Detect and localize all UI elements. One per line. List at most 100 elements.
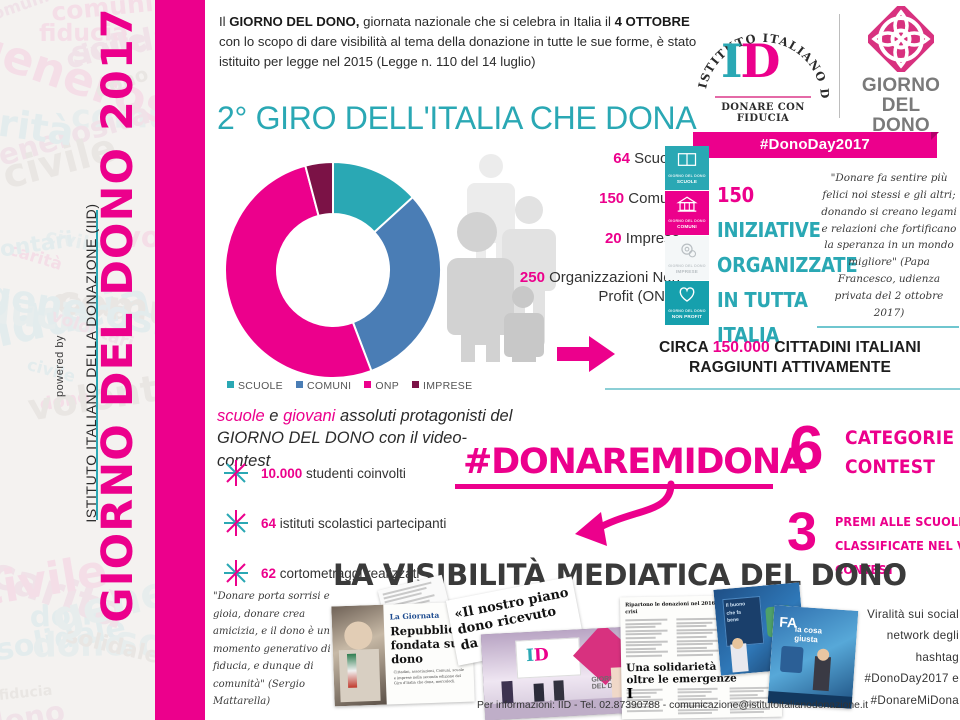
viral-social-text: Viralità sui social network degli hashta… xyxy=(864,608,959,707)
bullet-row-2: 62 cortometraggi realizzati xyxy=(221,555,521,591)
prizes-label-line1: PREMI ALLE SCUOLE PRIME xyxy=(835,514,960,529)
prizes-label: PREMI ALLE SCUOLE PRIME CLASSIFICATE NEL… xyxy=(835,510,960,582)
iid-arc-text-icon: ISTITUTO ITALIANO DONAZIONE xyxy=(693,8,831,100)
legend-label: SCUOLE xyxy=(238,380,283,392)
gdd-line1: GIORNO xyxy=(861,75,941,96)
lead-rest: assoluti protagonisti del xyxy=(335,407,513,425)
badge-non-profit: GIORNO DEL DONO NON PROFIT xyxy=(665,281,709,325)
mattarella-quote-attribution: (Sergio Mattarella) xyxy=(213,678,306,708)
lead-pink-scuole: scuole xyxy=(217,407,265,425)
iid-letter-d: D xyxy=(740,34,781,88)
mattarella-quote-text: "Donare porta sorrisi e gioia, donare cr… xyxy=(213,591,331,690)
clipping-body: Cittadini, associazioni, Comuni, scuole … xyxy=(393,667,465,686)
bullet-text: 64 istituti scolastici partecipanti xyxy=(261,516,446,531)
legend-swatch xyxy=(412,381,420,388)
stat-row-3: 250 Organizzazioni Non Profit (ONP) xyxy=(495,269,680,307)
texture-word: carità xyxy=(0,94,78,155)
badge-caption: GIORNO DEL DONO SCUOLE xyxy=(668,173,706,185)
hashtag-underline xyxy=(455,484,773,489)
stat-row-2: 20 Imprese xyxy=(495,230,680,249)
page-title: GIORNO DEL DONO 2017 xyxy=(93,7,143,623)
contest-hashtag: #DONAREMIDONA xyxy=(463,442,807,482)
donut-slice-comuni xyxy=(351,195,442,373)
chart-legend: SCUOLE COMUNI ONP IMPRESE xyxy=(227,380,472,392)
pink-arrow-icon xyxy=(557,336,615,372)
prizes-label-line2: CLASSIFICATE NEL VIDEO-CONTEST xyxy=(835,537,960,577)
legend-swatch xyxy=(364,381,372,388)
badge-caption: GIORNO DEL DONO NON PROFIT xyxy=(668,308,706,320)
bullet-label: cortometraggi realizzati xyxy=(276,565,420,581)
reach-prefix: CIRCA xyxy=(659,339,713,356)
bullet-row-0: 10.000 studenti coinvolti xyxy=(221,455,521,491)
intro-part-1: GIORNO DEL DONO, xyxy=(229,14,360,29)
category-badges: GIORNO DEL DONO SCUOLE GIORNO DEL DONO COMU… xyxy=(665,146,709,326)
reach-suffix: CITTADINI ITALIANI xyxy=(769,339,921,356)
pope-quote: "Donare fa sentire più felici noi stessi… xyxy=(819,170,959,322)
iid-letter-i: I xyxy=(721,34,743,88)
intro-part-4: con lo scopo di dare visibilità al tema … xyxy=(219,34,697,70)
lead-mid: e xyxy=(264,407,284,425)
ribbon-fold-icon xyxy=(931,132,939,140)
lead-line2: GIORNO DEL DONO con il video-contest xyxy=(217,429,468,470)
initiatives-block: 150 INIZIATIVE ORGANIZZATE IN TUTTA ITAL… xyxy=(717,178,858,353)
main-content: Il GIORNO DEL DONO, giornata nazionale c… xyxy=(205,0,960,720)
badge-imprese: GIORNO DEL DONO IMPRESE xyxy=(665,236,709,280)
gdd-line2: DEL DONO xyxy=(872,94,930,136)
categories-label: CATEGORIE CONTEST xyxy=(845,424,960,481)
legend-swatch xyxy=(227,381,234,388)
schools-lead-text: scuole e giovani assoluti protagonisti d… xyxy=(217,405,517,472)
reach-underline-rule xyxy=(605,388,960,390)
clipping-kicker: La Giornata xyxy=(389,610,440,622)
stat-row-1: 150 Comuni xyxy=(495,190,680,209)
schools-bullet-list: 10.000 studenti coinvolti 64 istituti sco… xyxy=(221,455,521,605)
legend-item-onp: ONP xyxy=(364,380,399,392)
intro-part-0: Il xyxy=(219,14,230,29)
logo-block: ISTITUTO ITALIANO DONAZIONE ID DONARE CO… xyxy=(693,2,951,164)
gear-icon xyxy=(681,243,697,258)
bullet-number: 64 xyxy=(261,515,277,531)
building-icon xyxy=(676,196,698,212)
bullet-row-1: 64 istituti scolastici partecipanti xyxy=(221,505,521,541)
initiatives-line3: IN TUTTA ITALIA xyxy=(717,288,808,347)
gdd-wordmark: GIORNO DEL DONO xyxy=(851,76,951,135)
donut-chart xyxy=(213,150,453,390)
categories-number: 6 xyxy=(789,414,824,483)
logo-divider xyxy=(839,14,840,118)
intro-paragraph: Il GIORNO DEL DONO, giornata nazionale c… xyxy=(219,12,699,72)
section-heading-giro: 2° GIRO DELL'ITALIA CHE DONA xyxy=(217,100,697,136)
intro-part-2: giornata nazionale che si celebra in Ita… xyxy=(359,14,615,29)
star-burst-icon xyxy=(224,460,248,486)
donut-slice-imprese xyxy=(304,160,334,218)
legend-label: ONP xyxy=(375,380,400,392)
legend-label: IMPRESE xyxy=(423,380,473,392)
reach-number: 150.000 xyxy=(712,339,770,356)
iid-logo: ISTITUTO ITALIANO DONAZIONE ID DONARE CO… xyxy=(693,8,833,126)
book-icon xyxy=(677,153,697,166)
stat-row-0: 64 Scuole xyxy=(495,150,680,169)
reach-statement: CIRCA 150.000 CITTADINI ITALIANI RAGGIUN… xyxy=(625,338,955,379)
donut-slice-onp xyxy=(224,164,373,379)
categories-label-line2: CONTEST xyxy=(845,455,936,478)
stat-number: 20 xyxy=(604,229,622,247)
teal-separator xyxy=(817,326,959,328)
star-burst-icon xyxy=(224,510,248,536)
lead-pink-giovani: giovani xyxy=(283,407,336,425)
pope-quote-attribution: (Papa Francesco, udienza privata del 2 o… xyxy=(834,256,944,319)
footer-contact: Per informazioni: IID - Tel. 02.87390788… xyxy=(477,700,868,711)
pink-accent-bar xyxy=(155,0,205,720)
sidebar-divider-rule xyxy=(96,210,98,520)
initiatives-word: INIZIATIVE xyxy=(717,218,821,242)
stat-label: Organizzazioni Non Profit (ONP) xyxy=(544,269,680,305)
reach-line2: RAGGIUNTI ATTIVAMENTE xyxy=(689,359,891,377)
pope-quote-text: "Donare fa sentire più felici noi stessi… xyxy=(821,172,957,269)
iid-tagline: DONARE CON FIDUCIA xyxy=(721,102,805,124)
initiatives-number: 150 xyxy=(717,183,754,207)
badge-caption: GIORNO DEL DONO IMPRESE xyxy=(668,263,706,275)
iid-rule xyxy=(715,96,811,98)
badge-caption: GIORNO DEL DONO COMUNI xyxy=(668,218,706,230)
categories-label-line1: CATEGORIE xyxy=(845,427,955,449)
curved-arrow-icon xyxy=(555,480,685,552)
prizes-number: 3 xyxy=(787,502,818,562)
diamond-flower-icon xyxy=(864,2,938,76)
stat-number: 250 xyxy=(519,269,545,287)
